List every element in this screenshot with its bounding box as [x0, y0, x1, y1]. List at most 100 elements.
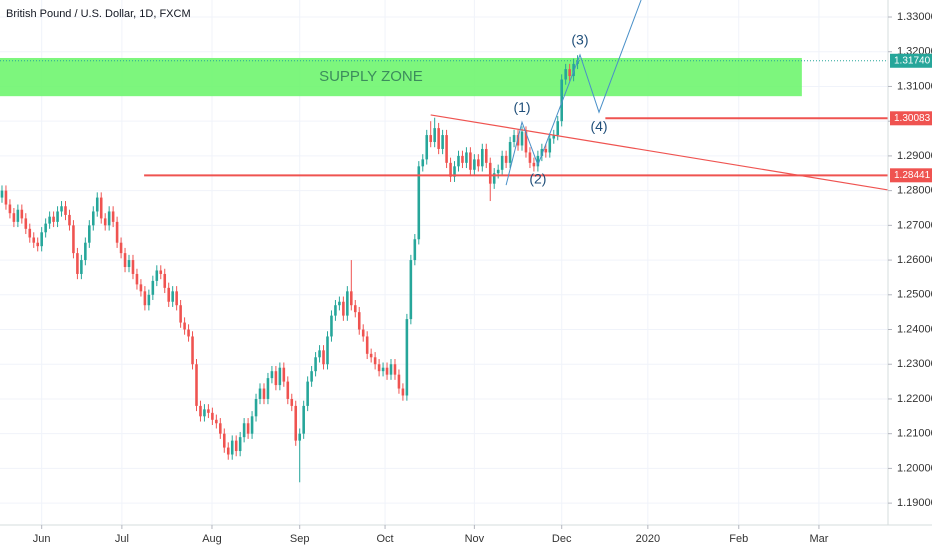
candle-body [520, 131, 524, 146]
candle-body [552, 135, 556, 139]
wave-path [505, 0, 642, 186]
candle-body [286, 381, 290, 399]
candle-body [36, 242, 40, 247]
candle-body [298, 433, 301, 441]
candle-body [167, 287, 170, 302]
candle-body [278, 367, 282, 386]
candle-body [88, 225, 91, 243]
candle-body [488, 162, 492, 184]
candle-body [437, 128, 440, 149]
candle-body [413, 239, 417, 261]
candle-body [207, 409, 210, 413]
candle-body [481, 148, 484, 167]
candle-body [0, 190, 4, 198]
candle-body [568, 69, 571, 77]
candle-body [294, 405, 298, 441]
candle-body [484, 148, 488, 163]
candle-body [433, 128, 436, 143]
y-tick-label: 1.24000 [897, 323, 932, 335]
y-tick-label: 1.25000 [897, 289, 932, 301]
level-price-label: 1.30083 [894, 113, 931, 124]
candle-body [238, 437, 242, 452]
candle-body [381, 367, 385, 372]
candle-body [282, 367, 286, 382]
trendline [430, 114, 888, 191]
candle-body [369, 353, 373, 358]
supply-zone [0, 57, 802, 97]
candle-body [361, 329, 365, 337]
candle-body [171, 291, 174, 302]
candle-body [215, 419, 218, 424]
candle-body [80, 260, 83, 274]
candle-body [250, 416, 254, 434]
candle-body [258, 388, 262, 399]
zone-label: SUPPLY ZONE [319, 68, 423, 85]
candle-body [266, 378, 270, 399]
candle-body [64, 206, 67, 215]
wave-label: (2) [529, 171, 546, 187]
candle-body [346, 291, 349, 316]
candle-body [524, 131, 528, 153]
candle-body [516, 135, 520, 146]
candle-body [326, 336, 329, 365]
level-price-box [890, 168, 932, 183]
candle-body [44, 223, 47, 233]
candle-body [107, 211, 111, 226]
y-tick-label: 1.26000 [897, 254, 932, 266]
candle-body [548, 138, 552, 153]
candle-body [4, 190, 8, 205]
candle-body [397, 374, 401, 389]
candle-body [175, 291, 178, 306]
candle-body [234, 440, 238, 452]
candle-body [151, 280, 155, 295]
candle-body [52, 216, 55, 222]
candle-body [330, 315, 333, 337]
candle-body [222, 433, 226, 448]
candle-body [28, 228, 32, 238]
x-tick-label: Dec [552, 533, 572, 545]
candle-body [226, 447, 230, 455]
candle-body [453, 166, 456, 177]
candle-body [401, 388, 405, 396]
x-tick-label: 2020 [636, 533, 660, 545]
candle-body [60, 206, 63, 212]
candle-body [242, 423, 246, 438]
y-tick-label: 1.31000 [897, 80, 932, 92]
candle-body [163, 273, 167, 288]
grid [0, 0, 888, 525]
candle-body [556, 121, 560, 136]
y-tick-label: 1.23000 [897, 358, 932, 370]
candle-body [115, 221, 119, 243]
x-tick-label: Aug [202, 533, 222, 545]
candle-body [68, 214, 71, 226]
candle-body [199, 405, 202, 417]
candle-body [155, 270, 159, 281]
candle-body [492, 173, 496, 184]
y-tick-label: 1.20000 [897, 462, 932, 474]
y-tick-label: 1.33000 [897, 11, 932, 23]
candle-body [496, 169, 500, 174]
candle-body [477, 159, 480, 167]
candle-body [429, 135, 432, 143]
y-tick-label: 1.21000 [897, 428, 932, 440]
y-tick-label: 1.28000 [897, 185, 932, 197]
x-tick-label: Jun [33, 533, 51, 545]
candle-body [417, 166, 421, 240]
candle-body [528, 152, 532, 163]
level-price-box [890, 111, 932, 126]
x-tick-label: Oct [376, 533, 393, 545]
y-tick-label: 1.27000 [897, 219, 932, 231]
candle-body [211, 412, 214, 420]
candle-body [84, 242, 87, 261]
candle-body [532, 162, 536, 167]
chart-title: British Pound / U.S. Dollar, 1D, FXCM [6, 8, 191, 20]
candle-body [385, 367, 389, 375]
candle-body [95, 197, 99, 212]
candle-body [469, 152, 472, 170]
candle-body [365, 336, 369, 354]
candle-body [540, 148, 544, 156]
candle-body [24, 218, 28, 229]
candle-body [500, 155, 504, 170]
